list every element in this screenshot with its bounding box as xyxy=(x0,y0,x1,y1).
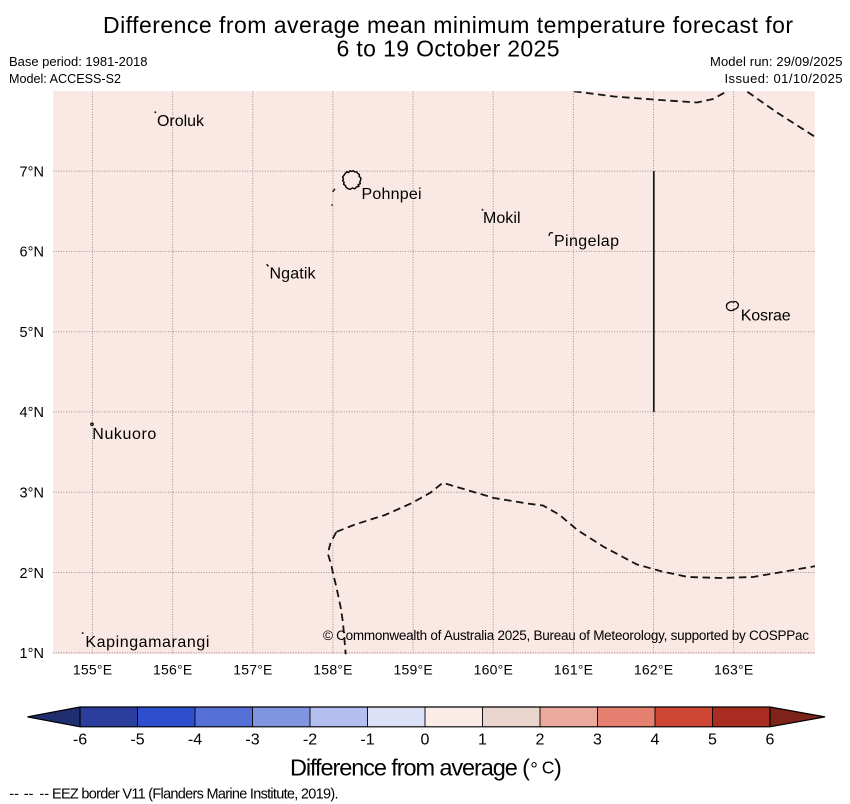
svg-text:Pingelap: Pingelap xyxy=(554,233,619,250)
svg-text:160°E: 160°E xyxy=(474,662,513,678)
svg-text:Nukuoro: Nukuoro xyxy=(92,426,156,443)
svg-text:-2: -2 xyxy=(303,731,317,748)
svg-text:Oroluk: Oroluk xyxy=(157,113,205,130)
svg-text:4: 4 xyxy=(651,731,660,748)
svg-text:© Commonwealth of Australia 20: © Commonwealth of Australia 2025, Bureau… xyxy=(323,628,809,643)
svg-text:2°N: 2°N xyxy=(20,566,45,582)
svg-text:Model: ACCESS-S2: Model: ACCESS-S2 xyxy=(9,72,121,86)
svg-text:6: 6 xyxy=(766,731,775,748)
svg-text:0: 0 xyxy=(421,731,430,748)
svg-text:1: 1 xyxy=(478,731,487,748)
svg-text:158°E: 158°E xyxy=(313,662,352,678)
svg-text:161°E: 161°E xyxy=(554,662,593,678)
svg-text:------EEZ border V11 (Flanders: -- -- -- EEZ border V11 (Flanders Marine In… xyxy=(9,787,338,803)
svg-text:Difference from average (°C): Difference from average (° C) xyxy=(290,754,562,780)
svg-text:163°E: 163°E xyxy=(714,662,753,678)
svg-text:Difference from average mean m: Difference from average mean minimum tem… xyxy=(103,12,793,38)
svg-text:Base period: 1981-2018: Base period: 1981-2018 xyxy=(9,54,148,69)
svg-text:-3: -3 xyxy=(245,731,259,748)
svg-text:5°N: 5°N xyxy=(20,325,45,341)
svg-text:-4: -4 xyxy=(188,731,202,748)
svg-text:3: 3 xyxy=(593,731,602,748)
svg-text:-5: -5 xyxy=(130,731,144,748)
svg-text:2: 2 xyxy=(536,731,545,748)
svg-text:Pohnpei: Pohnpei xyxy=(362,186,422,203)
svg-text:Kosrae: Kosrae xyxy=(741,308,791,325)
svg-text:Mokil: Mokil xyxy=(483,210,521,227)
svg-text:6 to 19 October 2025: 6 to 19 October 2025 xyxy=(337,35,560,61)
svg-text:156°E: 156°E xyxy=(153,662,192,678)
svg-text:159°E: 159°E xyxy=(394,662,433,678)
svg-text:Issued: 01/10/2025: Issued: 01/10/2025 xyxy=(725,71,843,86)
svg-text:162°E: 162°E xyxy=(634,662,673,678)
svg-text:Kapingamarangi: Kapingamarangi xyxy=(85,634,209,651)
svg-text:-6: -6 xyxy=(73,731,87,748)
svg-text:155°E: 155°E xyxy=(73,662,112,678)
svg-text:Ngatik: Ngatik xyxy=(270,266,317,283)
svg-text:7°N: 7°N xyxy=(20,164,45,180)
svg-text:6°N: 6°N xyxy=(20,245,45,261)
svg-text:5: 5 xyxy=(708,731,717,748)
svg-text:3°N: 3°N xyxy=(20,486,45,502)
svg-text:Model run: 29/09/2025: Model run: 29/09/2025 xyxy=(710,54,843,69)
svg-text:1°N: 1°N xyxy=(20,646,45,662)
svg-text:157°E: 157°E xyxy=(233,662,272,678)
svg-text:-1: -1 xyxy=(360,731,374,748)
svg-text:4°N: 4°N xyxy=(20,405,45,421)
